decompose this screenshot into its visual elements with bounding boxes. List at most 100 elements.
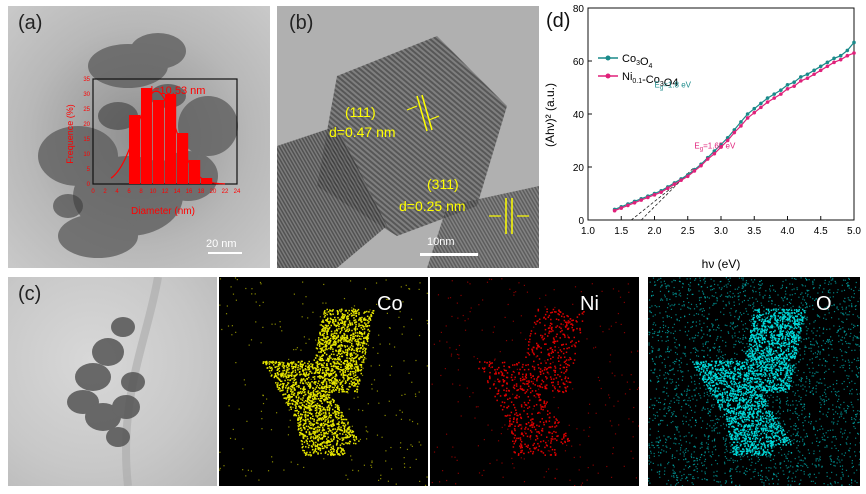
y-tick-label: 20 xyxy=(573,163,585,174)
data-point xyxy=(812,68,816,73)
scale-bar-a xyxy=(208,252,242,254)
data-point xyxy=(745,116,750,120)
data-point xyxy=(852,40,856,45)
panel-label-d: (d) xyxy=(546,10,571,32)
histogram-bar xyxy=(141,88,153,184)
x-axis-label: hν (eV) xyxy=(702,257,741,271)
histogram-x-tick: 2 xyxy=(103,189,107,195)
x-tick-label: 2.0 xyxy=(648,226,662,237)
data-point xyxy=(785,83,790,87)
panel-b-hrtem-image: (b) (111) d=0.47 nm (311) d=0.25 nm 10nm xyxy=(277,6,539,268)
legend-entry: Ni0.1-Co3O4 xyxy=(622,71,678,89)
data-point xyxy=(719,145,723,149)
histogram-x-tick: 18 xyxy=(198,189,205,195)
panel-c-stem-image: (c) xyxy=(8,277,217,486)
co-dot-map xyxy=(219,277,428,486)
data-point xyxy=(838,57,843,62)
legend-swatch-marker xyxy=(605,73,611,79)
tauc-chart: 1.0 1.5 2.0 2.5 3.0 3.5 4.0 4.5 5.0 0 20 40 60 80 Co… xyxy=(543,4,861,271)
histogram-x-tick: 10 xyxy=(150,189,157,195)
data-point xyxy=(825,60,830,65)
x-tick-label: 5.0 xyxy=(847,226,861,237)
histogram-x-tick: 6 xyxy=(127,189,131,195)
data-point xyxy=(752,110,757,115)
legend-entry: Co3O4 xyxy=(622,53,653,70)
data-point xyxy=(785,87,790,91)
legend-swatch-marker xyxy=(605,55,611,61)
data-point xyxy=(659,190,663,194)
data-point xyxy=(799,79,803,83)
eds-label-co: Co xyxy=(377,293,403,315)
histogram-y-tick: 30 xyxy=(83,92,90,98)
y-tick-label: 60 xyxy=(573,57,585,68)
data-point xyxy=(745,112,750,116)
data-point xyxy=(812,72,816,77)
data-point xyxy=(666,186,670,190)
panel-d-tauc-plot: (d) 1.0 1.5 2.0 2.5 3.0 3.5 4.0 4.5 5.0 0 20 40 60 8… xyxy=(540,0,866,274)
data-point xyxy=(779,92,783,96)
data-point xyxy=(779,88,783,92)
histogram-y-tick: 35 xyxy=(83,77,90,83)
histogram-y-tick: 15 xyxy=(83,137,90,143)
gaussian-fit-curve xyxy=(110,90,225,185)
panel-a-tem-image: (a) 0 2 4 6 8 10 12 14 16 18 20 22 24 0 5 10 15 20 25 30 35… xyxy=(8,6,270,268)
data-point xyxy=(732,128,737,132)
histogram-bar xyxy=(129,115,141,184)
x-tick-label: 2.5 xyxy=(681,226,695,237)
data-point xyxy=(772,96,776,100)
data-point xyxy=(805,76,810,81)
panel-label-b: (b) xyxy=(289,12,314,34)
data-point xyxy=(639,198,643,202)
histogram-ylabel: Frequence (%) xyxy=(65,104,75,164)
data-point xyxy=(818,68,823,73)
x-tick-label: 3.5 xyxy=(747,226,761,237)
eds-label-ni: Ni xyxy=(580,293,599,315)
histogram-x-tick: 22 xyxy=(222,189,229,195)
scale-bar-label-a: 20 nm xyxy=(206,238,237,250)
data-point xyxy=(759,101,763,106)
stem-particles xyxy=(67,277,162,486)
data-point xyxy=(832,60,836,65)
data-point xyxy=(852,51,856,55)
panel-label-c: (c) xyxy=(18,283,42,305)
histogram-y-tick: 25 xyxy=(83,107,90,113)
data-point xyxy=(772,92,776,96)
histogram-x-tick: 8 xyxy=(139,189,143,195)
data-point xyxy=(739,124,743,128)
data-point xyxy=(845,53,850,58)
histogram-bar xyxy=(153,100,165,184)
plane-label-111: (111) xyxy=(345,104,376,120)
x-tick-label: 4.5 xyxy=(814,226,828,237)
data-point xyxy=(825,64,830,69)
histogram-x-tick: 16 xyxy=(186,189,193,195)
data-point xyxy=(752,106,757,111)
eds-map-o: O xyxy=(648,277,860,486)
data-point xyxy=(732,130,737,135)
histogram-x-tick: 0 xyxy=(91,189,95,195)
data-point xyxy=(792,84,796,88)
histogram-y-tick: 5 xyxy=(87,167,91,173)
ni-dot-map xyxy=(431,278,639,486)
data-point xyxy=(712,149,717,153)
x-tick-label: 3.0 xyxy=(714,226,728,237)
data-point xyxy=(792,80,796,84)
data-point xyxy=(612,208,617,213)
histogram-x-tick: 12 xyxy=(162,189,169,195)
data-point xyxy=(799,75,803,79)
data-point xyxy=(626,203,630,208)
data-point xyxy=(685,174,690,179)
x-tick-label: 1.0 xyxy=(581,226,595,237)
data-point xyxy=(646,195,650,200)
histogram-x-tick: 14 xyxy=(174,189,181,195)
histogram-y-tick: 20 xyxy=(83,122,90,128)
histogram-bar xyxy=(177,133,189,184)
data-point xyxy=(838,53,843,58)
data-point xyxy=(672,182,677,187)
o-dot-map xyxy=(648,277,860,486)
data-point xyxy=(765,100,770,104)
histogram-xlabel: Diameter (nm) xyxy=(131,206,195,217)
eds-map-ni: Ni xyxy=(430,277,639,486)
histogram-bar xyxy=(165,94,177,184)
data-point xyxy=(632,200,637,205)
